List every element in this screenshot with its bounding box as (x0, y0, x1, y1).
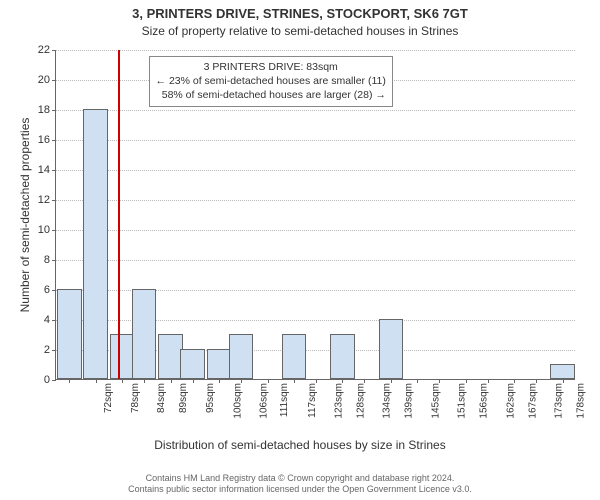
bar (550, 364, 575, 379)
x-tick (69, 379, 70, 383)
y-tick (52, 80, 56, 81)
x-tick (563, 379, 564, 383)
y-tick (52, 380, 56, 381)
x-tick (96, 379, 97, 383)
gridline (56, 230, 575, 231)
x-tick (122, 379, 123, 383)
x-tick (342, 379, 343, 383)
x-tick-label: 167sqm (527, 383, 538, 419)
y-tick-label: 6 (44, 284, 50, 296)
x-tick-label: 139sqm (404, 383, 415, 419)
x-tick (466, 379, 467, 383)
x-tick (316, 379, 317, 383)
gridline (56, 140, 575, 141)
y-tick-label: 20 (38, 74, 50, 86)
x-axis-label: Distribution of semi-detached houses by … (0, 438, 600, 452)
x-tick (193, 379, 194, 383)
bar (229, 334, 254, 379)
x-tick (488, 379, 489, 383)
x-tick-label: 156sqm (479, 383, 490, 419)
x-tick-label: 100sqm (232, 383, 243, 419)
x-tick (417, 379, 418, 383)
footer: Contains HM Land Registry data © Crown c… (0, 473, 600, 496)
y-tick-label: 2 (44, 344, 50, 356)
y-tick (52, 260, 56, 261)
bar (330, 334, 355, 379)
x-tick-label: 134sqm (382, 383, 393, 419)
x-tick-label: 72sqm (103, 383, 114, 413)
property-marker (118, 50, 120, 379)
x-tick (171, 379, 172, 383)
annotation-box: 3 PRINTERS DRIVE: 83sqm← 23% of semi-det… (149, 56, 393, 107)
y-tick (52, 320, 56, 321)
chart-title: 3, PRINTERS DRIVE, STRINES, STOCKPORT, S… (0, 6, 600, 21)
x-tick-label: 178sqm (576, 383, 587, 419)
x-tick (364, 379, 365, 383)
x-tick-label: 78sqm (130, 383, 141, 413)
x-tick (439, 379, 440, 383)
bar (132, 289, 157, 379)
bar (282, 334, 307, 379)
x-tick-label: 128sqm (356, 383, 367, 419)
gridline (56, 200, 575, 201)
x-tick (241, 379, 242, 383)
bar (83, 109, 108, 379)
y-tick (52, 170, 56, 171)
x-tick (391, 379, 392, 383)
y-tick-label: 18 (38, 104, 50, 116)
x-tick-label: 117sqm (306, 383, 317, 418)
y-tick-label: 12 (38, 194, 50, 206)
annotation-line: 58% of semi-detached houses are larger (… (156, 88, 386, 102)
plot-area: 024681012141618202272sqm78sqm84sqm89sqm9… (55, 50, 575, 380)
footer-line-2: Contains public sector information licen… (0, 484, 600, 496)
y-tick-label: 22 (38, 44, 50, 56)
x-tick (144, 379, 145, 383)
y-tick-label: 16 (38, 134, 50, 146)
footer-line-1: Contains HM Land Registry data © Crown c… (0, 473, 600, 485)
bar (180, 349, 205, 379)
y-tick (52, 50, 56, 51)
x-tick (514, 379, 515, 383)
bar (379, 319, 404, 379)
x-tick (536, 379, 537, 383)
bar (207, 349, 232, 379)
y-tick (52, 230, 56, 231)
x-tick-label: 106sqm (259, 383, 270, 419)
x-tick-label: 84sqm (156, 383, 167, 413)
y-axis-label: Number of semi-detached properties (18, 50, 32, 380)
x-tick-label: 173sqm (554, 383, 565, 419)
y-tick-label: 4 (44, 314, 50, 326)
bar (110, 334, 135, 379)
y-tick (52, 200, 56, 201)
x-tick (294, 379, 295, 383)
y-tick (52, 350, 56, 351)
x-tick-label: 95sqm (205, 383, 216, 413)
y-tick-label: 10 (38, 224, 50, 236)
gridline (56, 50, 575, 51)
bar (57, 289, 82, 379)
bar (158, 334, 183, 379)
y-tick-label: 8 (44, 254, 50, 266)
x-tick-label: 151sqm (457, 383, 468, 419)
gridline (56, 170, 575, 171)
y-tick (52, 140, 56, 141)
y-tick-label: 14 (38, 164, 50, 176)
x-tick (268, 379, 269, 383)
x-tick (219, 379, 220, 383)
chart-subtitle: Size of property relative to semi-detach… (0, 24, 600, 38)
annotation-line: ← 23% of semi-detached houses are smalle… (156, 74, 386, 88)
x-tick-label: 145sqm (430, 383, 441, 419)
gridline (56, 110, 575, 111)
y-tick (52, 290, 56, 291)
x-tick-label: 162sqm (505, 383, 516, 419)
x-tick-label: 123sqm (334, 383, 345, 419)
gridline (56, 260, 575, 261)
x-tick-label: 111sqm (279, 383, 290, 417)
y-tick (52, 110, 56, 111)
annotation-line: 3 PRINTERS DRIVE: 83sqm (156, 60, 386, 74)
y-tick-label: 0 (44, 374, 50, 386)
x-tick-label: 89sqm (178, 383, 189, 413)
